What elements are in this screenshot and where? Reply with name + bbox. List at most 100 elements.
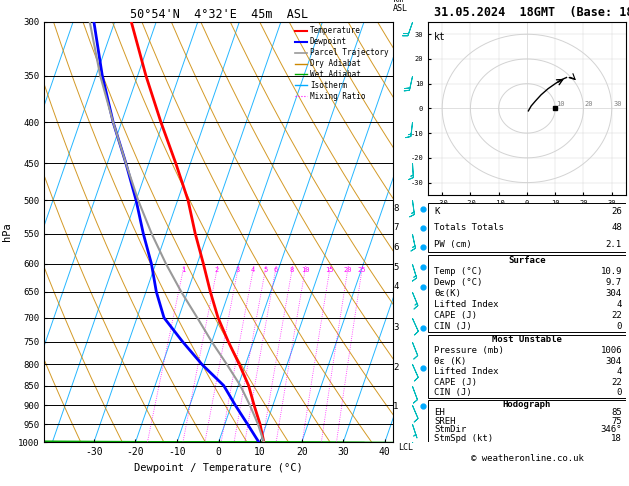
Temperature	[191, 230, 199, 236]
Text: 10: 10	[301, 267, 309, 273]
Text: 85: 85	[611, 408, 622, 417]
Dewpoint	[99, 73, 106, 79]
Temperature	[206, 289, 214, 295]
Text: 26: 26	[611, 207, 622, 216]
Parcel Trajectory	[148, 230, 155, 236]
Text: 4: 4	[616, 300, 622, 309]
Dewpoint	[140, 230, 147, 236]
Text: 31.05.2024  18GMT  (Base: 18): 31.05.2024 18GMT (Base: 18)	[435, 6, 629, 19]
Text: StmDir: StmDir	[434, 425, 466, 434]
Text: PW (cm): PW (cm)	[434, 240, 472, 248]
Parcel Trajectory	[223, 362, 231, 367]
Dewpoint	[122, 160, 130, 166]
Dewpoint	[244, 421, 252, 427]
Dewpoint	[220, 382, 228, 388]
Dewpoint	[160, 315, 168, 321]
Dewpoint	[179, 339, 186, 345]
Temperature	[199, 261, 207, 267]
Temperature	[250, 402, 258, 408]
Text: 10.9: 10.9	[601, 267, 622, 276]
Text: 1006: 1006	[601, 346, 622, 355]
Parcel Trajectory	[246, 402, 253, 408]
Temperature	[260, 439, 268, 445]
Temperature	[128, 19, 135, 25]
Text: 22: 22	[611, 378, 622, 387]
Text: CIN (J): CIN (J)	[434, 322, 472, 331]
Parcel Trajectory	[86, 19, 94, 25]
Line: Parcel Trajectory: Parcel Trajectory	[90, 22, 264, 442]
Text: Dewp (°C): Dewp (°C)	[434, 278, 482, 287]
Text: CAPE (J): CAPE (J)	[434, 378, 477, 387]
Dewpoint	[153, 289, 160, 295]
Text: 2.1: 2.1	[606, 240, 622, 248]
Temperature	[157, 120, 165, 125]
Text: 4: 4	[393, 282, 399, 292]
Text: © weatheronline.co.uk: © weatheronline.co.uk	[470, 454, 583, 463]
Parcel Trajectory	[122, 160, 130, 166]
Text: 0: 0	[616, 388, 622, 397]
Text: 7: 7	[393, 223, 399, 232]
Text: Surface: Surface	[508, 256, 546, 265]
Temperature	[172, 160, 180, 166]
Text: 6: 6	[274, 267, 277, 273]
Text: 25: 25	[358, 267, 366, 273]
Line: Temperature: Temperature	[131, 22, 264, 442]
Text: 304: 304	[606, 289, 622, 298]
Dewpoint	[109, 120, 117, 125]
Temperature	[142, 73, 150, 79]
Text: 3: 3	[393, 323, 399, 332]
Text: Hodograph: Hodograph	[503, 400, 551, 409]
Text: km
ASL: km ASL	[393, 0, 408, 14]
Title: 50°54'N  4°32'E  45m  ASL: 50°54'N 4°32'E 45m ASL	[130, 8, 308, 21]
Text: 10: 10	[557, 101, 565, 107]
Text: 30: 30	[613, 101, 621, 107]
Text: 4: 4	[251, 267, 255, 273]
Text: 0: 0	[616, 322, 622, 331]
Parcel Trajectory	[109, 120, 117, 125]
Dewpoint	[255, 439, 263, 445]
Parcel Trajectory	[194, 315, 201, 321]
Temperature	[235, 362, 243, 367]
Text: 18: 18	[611, 434, 622, 443]
Text: StmSpd (kt): StmSpd (kt)	[434, 434, 493, 443]
Parcel Trajectory	[208, 339, 216, 345]
Temperature	[245, 382, 252, 388]
Text: 20: 20	[343, 267, 352, 273]
Text: 6: 6	[393, 243, 399, 252]
Parcel Trajectory	[260, 439, 268, 445]
Text: 8: 8	[290, 267, 294, 273]
Temperature	[214, 315, 222, 321]
Text: 20: 20	[585, 101, 593, 107]
Text: 346°: 346°	[601, 425, 622, 434]
Text: 1: 1	[181, 267, 186, 273]
Dewpoint	[148, 261, 155, 267]
Text: Lifted Index: Lifted Index	[434, 367, 498, 376]
Text: 2: 2	[393, 364, 399, 372]
Text: Pressure (mb): Pressure (mb)	[434, 346, 504, 355]
Text: 5: 5	[264, 267, 267, 273]
Text: 15: 15	[325, 267, 334, 273]
Text: SREH: SREH	[434, 417, 455, 426]
Dewpoint	[231, 402, 239, 408]
Y-axis label: hPa: hPa	[2, 223, 12, 242]
Text: 8: 8	[393, 204, 399, 213]
Text: 304: 304	[606, 357, 622, 365]
Text: CIN (J): CIN (J)	[434, 388, 472, 397]
Text: LCL: LCL	[398, 443, 413, 452]
Text: 48: 48	[611, 223, 622, 232]
Text: Totals Totals: Totals Totals	[434, 223, 504, 232]
Parcel Trajectory	[177, 289, 185, 295]
Temperature	[184, 197, 192, 203]
Dewpoint	[90, 19, 97, 25]
Legend: Temperature, Dewpoint, Parcel Trajectory, Dry Adiabat, Wet Adiabat, Isotherm, Mi: Temperature, Dewpoint, Parcel Trajectory…	[292, 23, 392, 104]
Bar	[428, 335, 626, 398]
Text: 3: 3	[236, 267, 240, 273]
Text: Temp (°C): Temp (°C)	[434, 267, 482, 276]
Parcel Trajectory	[254, 421, 262, 427]
Bar	[428, 400, 626, 442]
Text: θε(K): θε(K)	[434, 289, 461, 298]
Text: 22: 22	[611, 311, 622, 320]
Text: K: K	[434, 207, 439, 216]
Temperature	[225, 339, 232, 345]
X-axis label: Dewpoint / Temperature (°C): Dewpoint / Temperature (°C)	[134, 463, 303, 473]
